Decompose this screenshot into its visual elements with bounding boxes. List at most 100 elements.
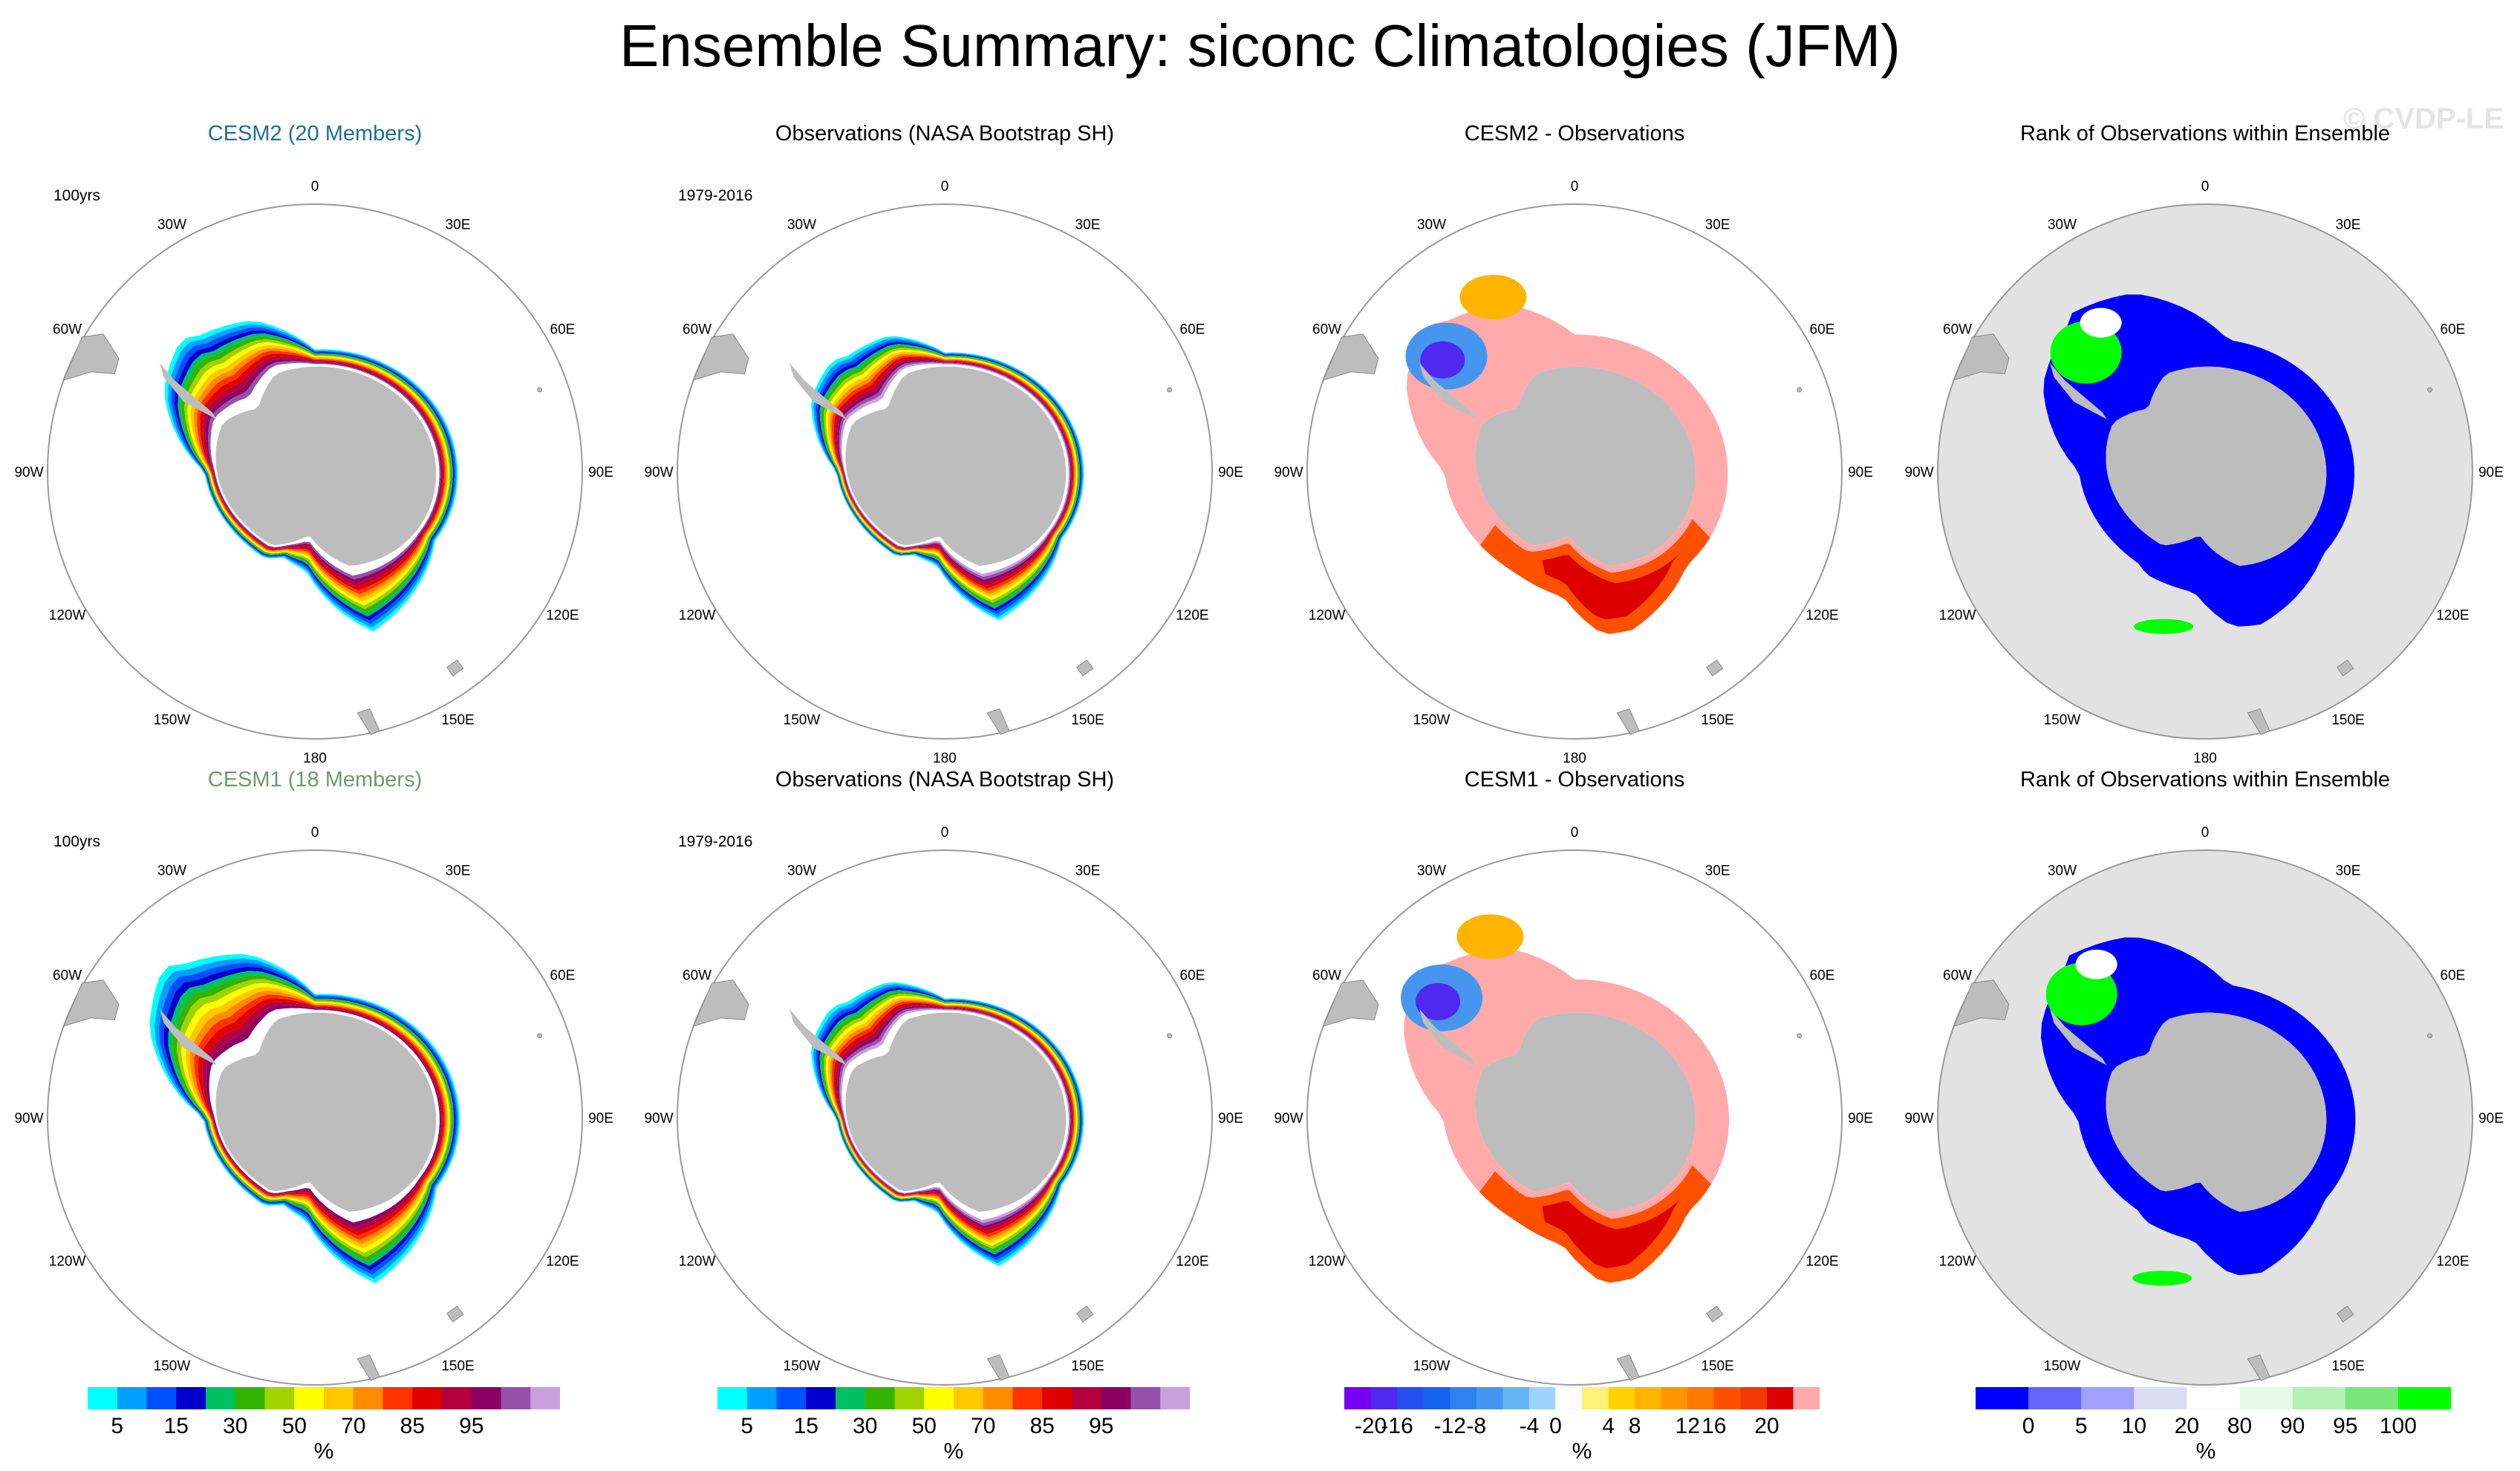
cb-diff: -20 -16 -12 -8 -4 0 4 8 12 16 20% [1344, 1387, 1820, 1464]
figure-title: Ensemble Summary: siconc Climatologies (… [619, 13, 1901, 79]
lon-label: 150W [2044, 1358, 2081, 1374]
colorbar-tick-label: 90 [2279, 1414, 2305, 1438]
lon-label: 30W [1417, 218, 1446, 233]
lon-label: 60W [53, 322, 82, 338]
lon-label: 30E [2336, 218, 2361, 233]
cesm2-minus-obs-panel: 0 30E 60E 90E 120E 150E 180 150W 120W 90W 60W 30W CE… [1260, 119, 1889, 765]
ice-band-2 [815, 985, 1082, 1261]
ice-band-3 [817, 988, 1081, 1258]
colorbar-unit: % [943, 1439, 964, 1464]
colorbar-swatch [235, 1387, 265, 1409]
colorbar-swatch [1766, 1387, 1794, 1409]
colorbar-tick-label: 85 [1029, 1414, 1055, 1438]
lon-label: 120E [1176, 608, 1208, 624]
colorbar-swatch [353, 1387, 383, 1409]
tasmania [446, 659, 464, 676]
lon-label: 30E [1705, 864, 1731, 879]
colorbar-unit: % [313, 1439, 334, 1464]
weddell-positive-anomaly [1459, 275, 1527, 320]
lon-label: 30E [446, 218, 471, 233]
lon-label: 180 [2193, 751, 2217, 765]
colorbar-swatch [2186, 1387, 2241, 1409]
lon-label: 120E [2436, 608, 2469, 624]
colorbar-tick-label: 100 [2379, 1414, 2417, 1438]
lon-label: 60E [2441, 968, 2466, 984]
lon-label: 30W [787, 218, 816, 233]
colorbar-swatch [1793, 1387, 1820, 1409]
lon-label: 150E [1071, 1358, 1104, 1374]
colorbar-swatch [1713, 1387, 1741, 1409]
lon-label: 120W [49, 1254, 86, 1270]
rank-top-lon-labels: 0 30E 60E 90E 120E 150E 180 150W 120W 90W 60W 30W [1904, 179, 2503, 765]
lon-label: 150W [2044, 712, 2081, 728]
rank-mid-region [2080, 307, 2122, 338]
rank-low-region [2041, 937, 2356, 1276]
colorbar-swatch [117, 1387, 147, 1409]
panel-period: 100yrs [53, 187, 101, 204]
colorbar-swatch [865, 1387, 895, 1409]
cb-rank-swatches [1976, 1387, 2451, 1409]
colorbar-tick-label: -16 [1381, 1414, 1413, 1438]
ice-band-6 [183, 339, 451, 610]
lon-label: 60E [1810, 322, 1835, 338]
colorbar-tick-label: 15 [163, 1414, 189, 1438]
colorbar-swatch [1042, 1387, 1072, 1409]
lon-label: 0 [1571, 825, 1579, 841]
colorbar-swatch [382, 1387, 413, 1409]
lon-label: 0 [311, 179, 319, 195]
panel-title: Rank of Observations within Ensemble [2019, 122, 2391, 146]
lon-label: 120W [1309, 1254, 1346, 1270]
colorbar-swatch [471, 1387, 501, 1409]
lon-label: 90E [588, 1111, 613, 1126]
lon-label: 150W [784, 1358, 821, 1374]
colorbar-tick-label: 50 [911, 1414, 937, 1438]
ice-band-3 [817, 342, 1081, 612]
colorbar-swatch [954, 1387, 984, 1409]
colorbar-swatch [1370, 1387, 1398, 1409]
lon-label: 0 [1571, 179, 1579, 195]
positive-anomaly [1468, 359, 1710, 634]
lon-label: 60W [1312, 322, 1341, 338]
tasmania [2337, 659, 2354, 676]
lon-label: 180 [303, 751, 327, 765]
colorbar-tick-label: 95 [459, 1414, 484, 1438]
colorbar-swatch [2134, 1387, 2187, 1409]
colorbar-swatch [1344, 1387, 1372, 1409]
obs-top-land [692, 333, 1173, 735]
rank-high-strip [2134, 619, 2194, 634]
antarctica-landmass [1475, 1012, 1696, 1212]
colorbar-swatch [1554, 1387, 1583, 1409]
colorbar-tick-label: -8 [1466, 1414, 1487, 1438]
lon-label: 90W [1274, 465, 1303, 480]
colorbar-swatch [1160, 1387, 1190, 1409]
lon-label: 60W [1943, 322, 1972, 338]
south-america [62, 979, 120, 1027]
colorbar-tick-label: 12 [1675, 1414, 1700, 1438]
rank-bottom-land [1953, 979, 2433, 1381]
cb-conc-2: 5 15 30 50 70 85 95% [717, 1387, 1190, 1464]
colorbar-swatch [2239, 1387, 2293, 1409]
colorbar-tick-label: 15 [793, 1414, 818, 1438]
colorbar-swatch [2028, 1387, 2082, 1409]
weddell-positive-anomaly [1456, 914, 1524, 959]
colorbar-swatch [206, 1387, 236, 1409]
lon-label: 150E [2331, 1358, 2364, 1374]
cesm1-minus-obs-panel: 030E60E90E120E150E180150W120W90W60W30WCE… [1260, 765, 1889, 1411]
antarctic-peninsula [1419, 362, 1476, 420]
colorbar-swatch [1450, 1387, 1477, 1409]
colorbar-tick-label: -20 [1354, 1414, 1387, 1438]
lon-label: 30W [157, 864, 186, 879]
colorbar-swatch [1608, 1387, 1635, 1409]
antarctica-landmass [845, 1012, 1067, 1212]
colorbar-swatch [501, 1387, 531, 1409]
antarctic-peninsula [789, 1008, 847, 1066]
ice-band-2 [815, 339, 1082, 615]
cesm2-mean-land [62, 333, 543, 735]
ice-band-8 [185, 987, 449, 1249]
lon-label: 60E [550, 968, 576, 984]
colorbar-swatch [264, 1387, 295, 1409]
lon-label: 150E [441, 1358, 474, 1374]
